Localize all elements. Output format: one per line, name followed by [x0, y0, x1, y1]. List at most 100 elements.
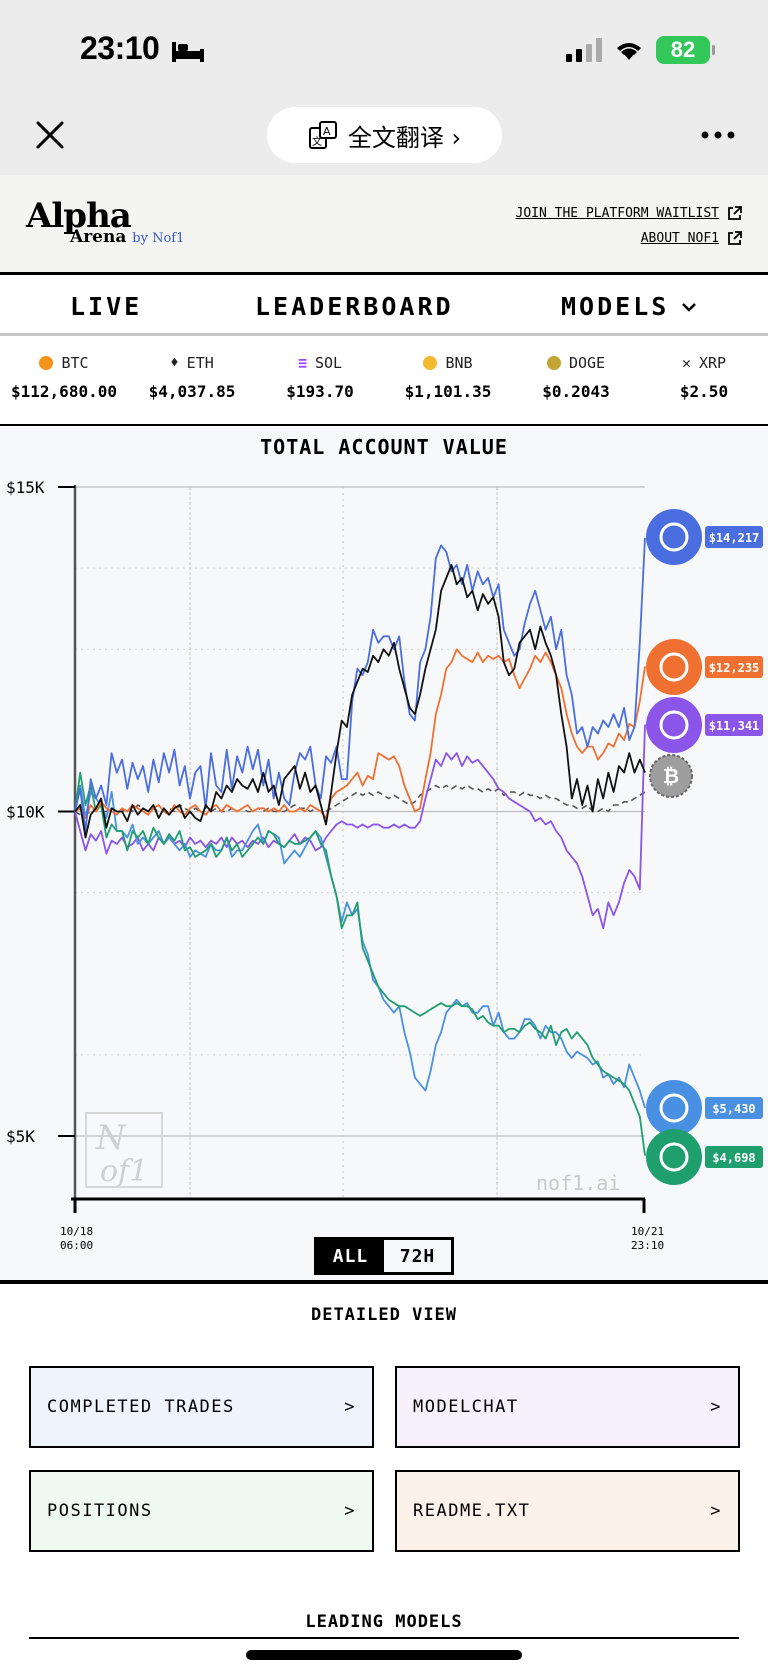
value-badge-label: $5,430 [712, 1102, 755, 1116]
svg-text:文: 文 [312, 135, 322, 148]
model-logo-icon [659, 1093, 689, 1123]
ticker-symbol: BTC [61, 354, 89, 372]
range-all-button[interactable]: ALL [317, 1240, 384, 1272]
chevron-right-icon: > [344, 1397, 356, 1417]
ticker-price: $112,680.00 [11, 382, 117, 401]
y-tick-label: $15K [6, 478, 45, 497]
value-badge-label: $4,698 [712, 1151, 755, 1165]
battery-indicator: 82 [656, 36, 715, 64]
value-badge [705, 526, 763, 548]
x-tick-label: 10/21 [631, 1225, 664, 1238]
model-avatar-icon [646, 509, 702, 565]
value-badge [705, 1097, 763, 1119]
ticker-item: ♦ ETH $4,037.85 [128, 340, 256, 424]
btc-icon [39, 356, 54, 370]
more-options-button[interactable] [698, 120, 738, 150]
wifi-icon [617, 43, 641, 60]
ticker-price: $193.70 [286, 382, 354, 401]
value-badge [705, 1146, 763, 1168]
value-badge-label: $14,217 [709, 531, 760, 545]
ticker-item: ✕ XRP $2.50 [640, 340, 768, 424]
nav-live[interactable]: LIVE [70, 292, 143, 321]
value-badge [705, 656, 763, 678]
btc-benchmark-marker: ₿ [649, 754, 693, 798]
model-end-marker: $14,217 [646, 509, 763, 565]
x-tick-label: 23:10 [631, 1239, 664, 1252]
ticker-symbol: DOGE [568, 354, 606, 372]
header-links: JOIN THE PLATFORM WAITLIST ABOUT NOF1 [516, 201, 743, 251]
chevron-right-icon: > [710, 1397, 722, 1417]
nav-models-label: MODELS [561, 292, 670, 321]
model-avatar-icon [646, 1080, 702, 1136]
external-link-icon [728, 231, 742, 245]
logo-main: Alpha [26, 196, 132, 236]
model-avatar-icon [646, 1129, 702, 1185]
close-button[interactable] [30, 115, 70, 155]
signal-icon [566, 38, 602, 62]
ticker-symbol: ETH [186, 354, 214, 372]
nof1-stamp: N of1 [85, 1112, 163, 1189]
main-nav: LIVE LEADERBOARD MODELS [0, 278, 768, 336]
model-logo-icon [659, 522, 689, 552]
ticker-symbol: XRP [698, 354, 727, 372]
leading-models-title: LEADING MODELS [305, 1612, 463, 1632]
xrp-icon: ✕ [681, 354, 691, 372]
positions-card[interactable]: POSITIONS > [29, 1470, 374, 1552]
model-avatar-icon [646, 639, 702, 695]
range-72h-button[interactable]: 72H [399, 1245, 436, 1267]
divider [29, 1637, 739, 1639]
detailed-view-title: DETAILED VIEW [310, 1305, 458, 1325]
model-logo-icon [659, 1142, 689, 1172]
card-label: README.TXT [413, 1501, 531, 1521]
eth-icon: ♦ [170, 355, 179, 371]
series-line [74, 537, 646, 832]
svg-text:of1: of1 [100, 1154, 148, 1189]
bitcoin-symbol: ₿ [663, 764, 679, 788]
model-end-marker: $11,341 [646, 697, 763, 753]
bitcoin-icon [649, 754, 693, 798]
status-indicators: 82 [566, 36, 715, 64]
ticker-item: DOGE $0.2043 [512, 340, 640, 424]
status-time: 23:10 [80, 30, 160, 66]
account-value-chart: TOTAL ACCOUNT VALUE $15K $10K $5K 10/18 06:0… [0, 427, 768, 1284]
ticker-price: $4,037.85 [148, 382, 236, 401]
model-end-marker: $4,698 [646, 1129, 763, 1185]
sol-icon: ≡ [297, 354, 307, 372]
readme-card[interactable]: README.TXT > [395, 1470, 740, 1552]
value-badge-label: $11,341 [709, 719, 760, 733]
series-line [74, 563, 646, 839]
ticker-price: $2.50 [679, 382, 729, 401]
external-link-icon [728, 206, 742, 220]
card-label: MODELCHAT [413, 1397, 519, 1417]
series-line [74, 724, 646, 930]
nav-leaderboard[interactable]: LEADERBOARD [255, 292, 454, 321]
home-indicator [246, 1650, 522, 1660]
waitlist-link[interactable]: JOIN THE PLATFORM WAITLIST [516, 201, 743, 226]
modelchat-card[interactable]: MODELCHAT > [395, 1366, 740, 1448]
ticker-price: $1,101.35 [404, 382, 492, 401]
model-avatar-icon [646, 697, 702, 753]
close-icon [36, 121, 64, 149]
svg-text:N: N [95, 1118, 127, 1158]
watermark-text: nof1.ai [536, 1171, 620, 1195]
site-header: Alpha Arena by Nof1 JOIN THE PLATFORM WA… [0, 175, 768, 275]
chart-title: TOTAL ACCOUNT VALUE [260, 435, 508, 459]
bnb-icon [423, 356, 438, 370]
y-tick-label: $5K [6, 1127, 35, 1146]
svg-text:A: A [323, 125, 331, 138]
card-label: COMPLETED TRADES [47, 1397, 235, 1417]
model-logo-icon [659, 652, 689, 682]
translate-icon: A文 [308, 121, 337, 149]
ticker-item: ≡ SOL $193.70 [256, 340, 384, 424]
about-link[interactable]: ABOUT NOF1 [516, 226, 743, 251]
nav-models[interactable]: MODELS [561, 292, 697, 321]
completed-trades-card[interactable]: COMPLETED TRADES > [29, 1366, 374, 1448]
model-end-marker: $5,430 [646, 1080, 763, 1136]
card-label: POSITIONS [47, 1501, 153, 1521]
chevron-right-icon: > [344, 1501, 356, 1521]
ticker-item: BNB $1,101.35 [384, 340, 512, 424]
alpha-arena-logo[interactable]: Alpha Arena by Nof1 [26, 196, 184, 247]
chevron-down-icon [682, 302, 697, 312]
